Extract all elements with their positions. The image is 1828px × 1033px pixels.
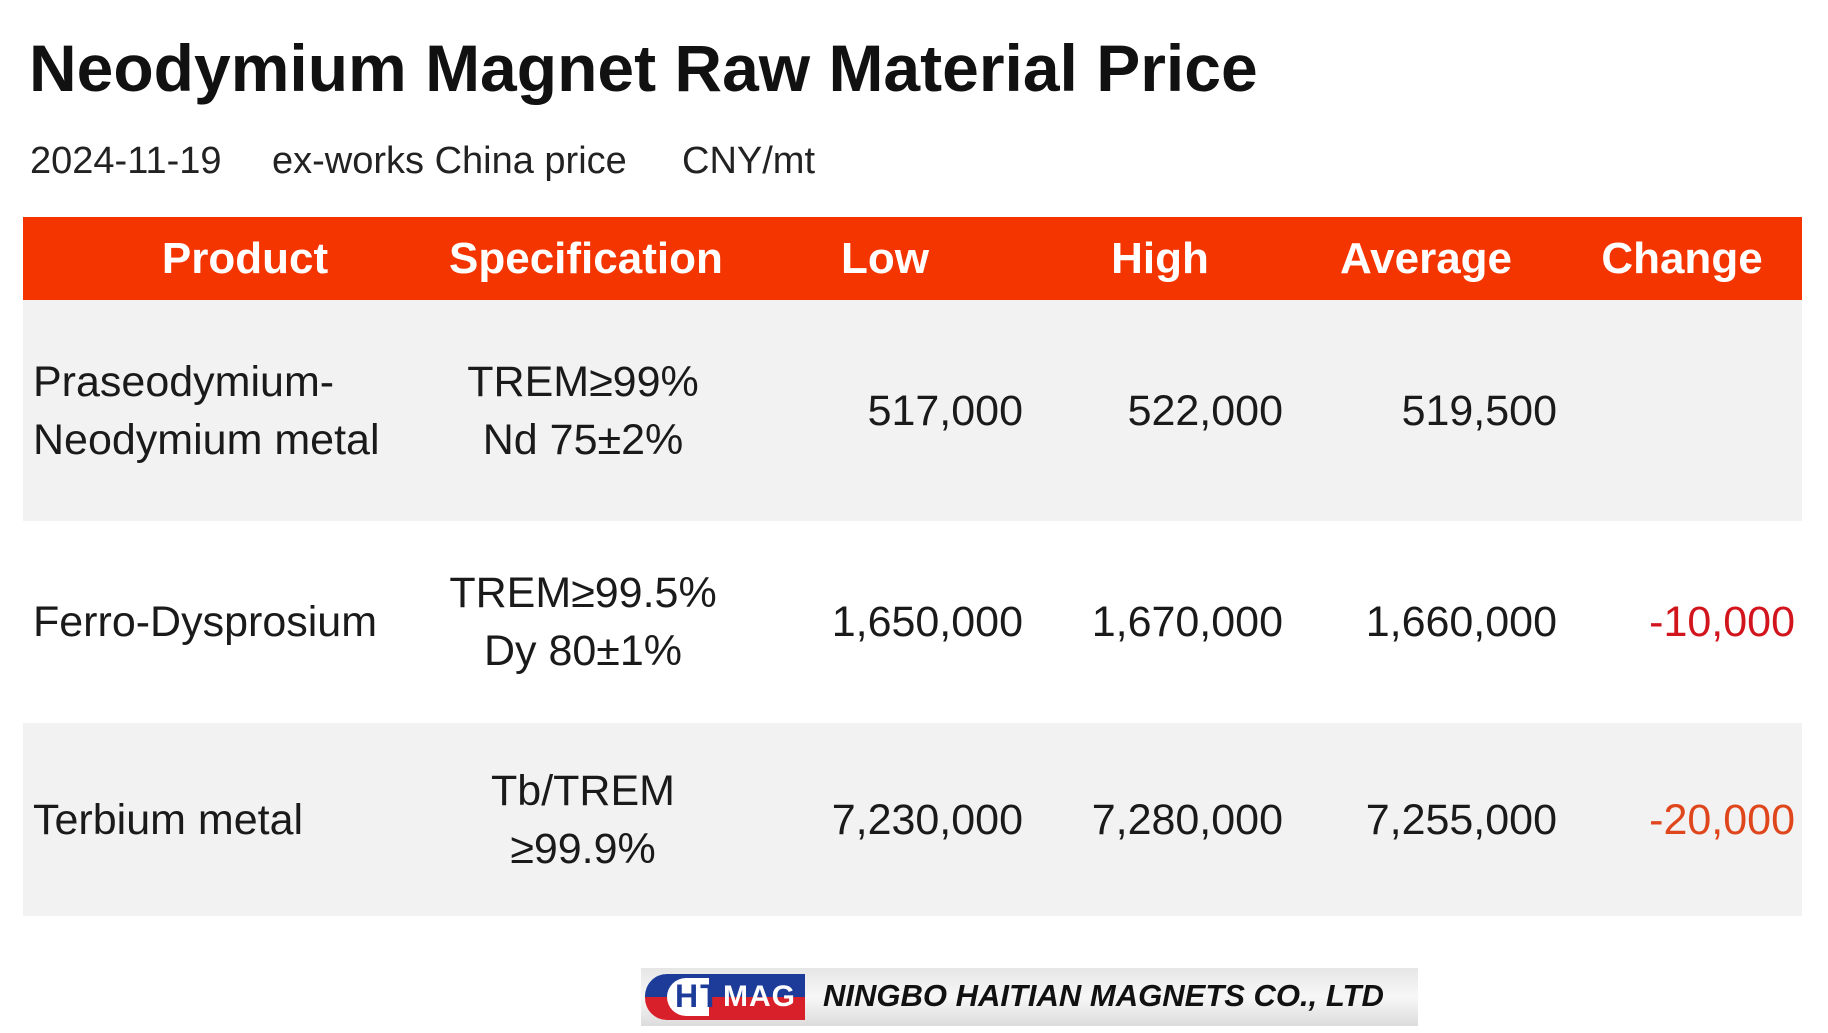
logo-mark: HT MAG bbox=[645, 974, 805, 1020]
low: 7,230,000 bbox=[831, 795, 1023, 844]
specification: Nd 75±2% bbox=[482, 415, 684, 464]
basis: ex-works China price bbox=[272, 140, 627, 182]
high: 1,670,000 bbox=[1091, 598, 1283, 646]
column-header: Average bbox=[1339, 234, 1513, 283]
company: NINGBO HAITIAN MAGNETS CO., LTD bbox=[823, 978, 1384, 1013]
title: Neodymium Magnet Raw Material Price bbox=[29, 31, 1258, 105]
low: 1,650,000 bbox=[831, 598, 1023, 646]
column-header: Product bbox=[161, 234, 329, 283]
column-header: Low bbox=[841, 234, 929, 283]
date: 2024-11-19 bbox=[30, 140, 222, 182]
specification: TREM≥99% bbox=[467, 357, 699, 406]
specification: Tb/TREM bbox=[491, 766, 675, 815]
table-header: Product Specification Low High Average Change bbox=[23, 217, 1802, 300]
low: 517,000 bbox=[867, 386, 1023, 435]
column-header: Change bbox=[1601, 234, 1763, 283]
average: 1,660,000 bbox=[1365, 598, 1557, 646]
specification: ≥99.9% bbox=[510, 824, 656, 873]
logo-right: MAG bbox=[723, 980, 796, 1013]
change: -20,000 bbox=[1649, 795, 1795, 844]
product: Ferro-Dysprosium bbox=[33, 598, 378, 646]
specification: TREM≥99.5% bbox=[449, 569, 717, 617]
logo-left: HT bbox=[675, 978, 722, 1014]
high: 7,280,000 bbox=[1091, 795, 1283, 844]
change: -10,000 bbox=[1649, 598, 1795, 646]
table-row: Ferro-Dysprosium TREM≥99.5% Dy 80±1% 1,650,… bbox=[23, 521, 1802, 723]
specification: Dy 80±1% bbox=[483, 627, 683, 675]
column-header: High bbox=[1111, 234, 1209, 283]
column-header: Specification bbox=[449, 234, 723, 283]
table-row: Terbium metal Tb/TREM ≥99.9% 7,230,000 7,280… bbox=[23, 723, 1802, 916]
table-row: Praseodymium- Neodymium metal TREM≥99% Nd 7… bbox=[23, 300, 1802, 521]
product: Terbium metal bbox=[33, 795, 304, 844]
high: 522,000 bbox=[1127, 386, 1283, 435]
product: Praseodymium- bbox=[33, 357, 335, 406]
footer-logo: HT MAG NINGBO HAITIAN MAGNETS CO., LTD bbox=[641, 968, 1418, 1026]
average: 7,255,000 bbox=[1365, 795, 1557, 844]
unit: CNY/mt bbox=[682, 140, 815, 182]
product: Neodymium metal bbox=[33, 415, 380, 464]
average: 519,500 bbox=[1401, 386, 1557, 435]
